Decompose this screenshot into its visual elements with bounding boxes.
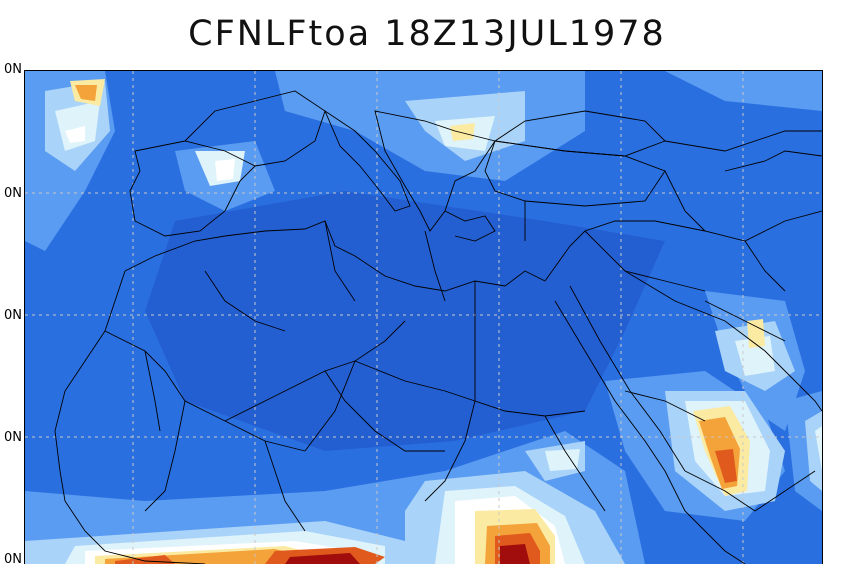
latitude-label: 0N	[4, 62, 22, 77]
map-canvas	[25, 71, 822, 564]
latitude-label: 0N	[4, 430, 22, 445]
field-dark-red	[285, 544, 530, 564]
latitude-label: 0N	[4, 552, 22, 567]
latitude-label: 0N	[4, 186, 22, 201]
map-plot-area	[24, 70, 823, 564]
latitude-label: 0N	[4, 308, 22, 323]
coastlines-borders	[54, 90, 822, 564]
graticule	[25, 71, 822, 564]
map-title: CFNLFtoa 18Z13JUL1978	[188, 14, 666, 54]
